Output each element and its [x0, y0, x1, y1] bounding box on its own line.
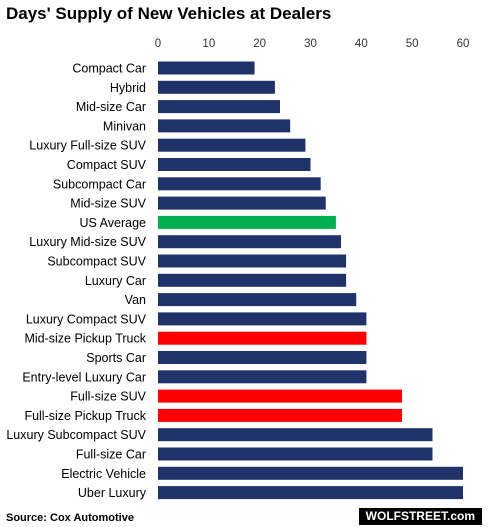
- bar: [158, 312, 367, 326]
- category-label: Subcompact Car: [53, 177, 146, 191]
- x-tick-label: 20: [253, 38, 266, 50]
- bar: [158, 215, 336, 229]
- category-label: Van: [125, 293, 146, 307]
- bar: [158, 351, 367, 364]
- category-label: Electric Vehicle: [61, 467, 146, 481]
- category-label: Compact SUV: [67, 158, 147, 172]
- category-label: Compact Car: [72, 62, 146, 76]
- bar: [158, 80, 275, 94]
- bar: [158, 447, 433, 461]
- x-tick-label: 10: [202, 38, 215, 50]
- category-label: Mid-size Pickup Truck: [24, 332, 146, 346]
- bar: [158, 389, 402, 403]
- category-label: Full-size SUV: [70, 390, 146, 404]
- category-label: Minivan: [103, 119, 146, 133]
- bar: [158, 119, 291, 133]
- bar: [158, 100, 280, 114]
- bar: [158, 408, 402, 422]
- bar: [158, 177, 321, 191]
- bar: [158, 293, 357, 307]
- category-label: US Average: [80, 216, 147, 230]
- bar: [158, 428, 433, 442]
- bar: [158, 61, 255, 75]
- chart-title: Days' Supply of New Vehicles at Dealers: [6, 4, 332, 23]
- category-label: Mid-size Car: [76, 100, 146, 114]
- bars: [158, 61, 463, 500]
- category-label: Luxury Compact SUV: [26, 312, 147, 326]
- x-tick-label: 60: [457, 38, 470, 50]
- bar: [158, 370, 367, 384]
- category-label: Luxury Car: [85, 274, 146, 288]
- x-tick-label: 0: [155, 38, 161, 50]
- bar: [158, 196, 326, 210]
- bar: [158, 273, 347, 287]
- bar: [158, 466, 463, 480]
- category-label: Mid-size SUV: [70, 197, 146, 211]
- category-label: Subcompact SUV: [47, 255, 146, 269]
- category-labels: Compact Car Hybrid Mid-size Car Minivan Luxu…: [6, 62, 146, 501]
- bar: [158, 486, 463, 500]
- category-label: Full-size Car: [76, 448, 146, 462]
- bar: [158, 158, 311, 171]
- category-label: Full-size Pickup Truck: [24, 409, 146, 423]
- category-label: Entry-level Luxury Car: [22, 370, 146, 384]
- category-label: Luxury Mid-size SUV: [29, 235, 146, 249]
- x-axis: 0 10 20 30 40 50 60: [155, 38, 470, 50]
- bar: [158, 331, 367, 345]
- bar: [158, 254, 347, 268]
- category-label: Sports Car: [86, 351, 146, 365]
- source-note: Source: Cox Automotive: [6, 512, 134, 524]
- x-tick-label: 40: [355, 38, 368, 50]
- x-tick-label: 50: [406, 38, 419, 50]
- bar: [158, 235, 341, 249]
- category-label: Luxury Subcompact SUV: [6, 428, 146, 442]
- category-label: Uber Luxury: [78, 486, 147, 500]
- category-label: Hybrid: [110, 81, 146, 95]
- bar: [158, 138, 306, 152]
- category-label: Luxury Full-size SUV: [29, 139, 146, 153]
- brand-badge: WOLFSTREET.com: [358, 508, 482, 525]
- x-tick-label: 30: [304, 38, 317, 50]
